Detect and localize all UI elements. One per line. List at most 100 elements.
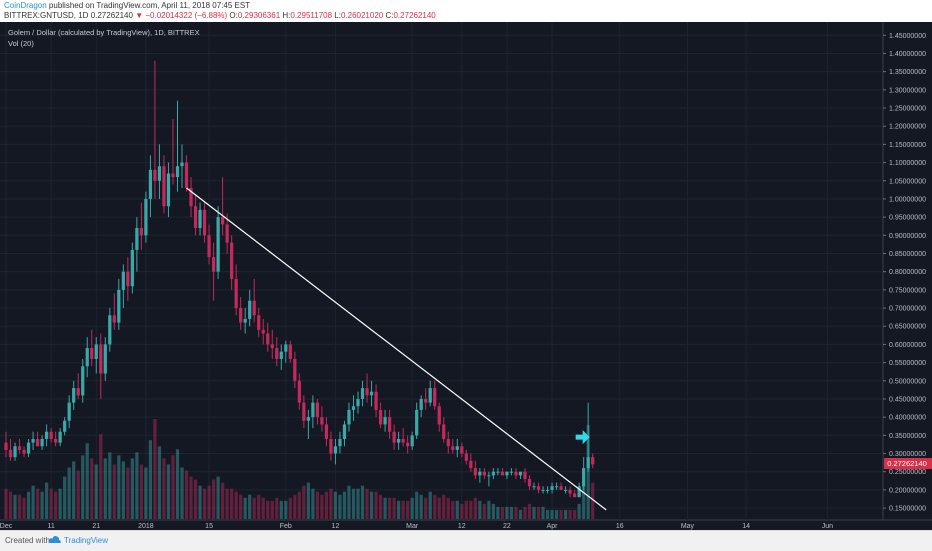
volume-bar: [365, 488, 369, 519]
volume-bar: [442, 494, 446, 519]
price-tick-label: 0.85000000: [889, 251, 926, 258]
candle-body: [527, 478, 532, 487]
volume-bar: [275, 497, 279, 519]
volume-bar: [401, 500, 405, 519]
volume-bar: [166, 464, 171, 519]
volume-bar: [49, 488, 53, 519]
price-tick-label: 1.05000000: [889, 178, 926, 185]
volume-bar: [473, 497, 477, 519]
volume-bar: [26, 491, 31, 519]
volume-bar: [243, 497, 247, 519]
candle-body: [85, 348, 89, 367]
volume-bar: [8, 491, 13, 519]
candle-body: [491, 471, 496, 476]
candle-body: [180, 162, 184, 167]
candle-body: [324, 424, 329, 439]
candle-body: [225, 224, 229, 243]
candle-body: [207, 235, 211, 258]
volume-bar: [424, 497, 428, 519]
candle-body: [568, 489, 572, 494]
volume-bar: [225, 488, 229, 519]
volume-bar: [99, 434, 103, 519]
volume-bar: [387, 497, 392, 519]
candle-body: [193, 206, 198, 229]
candle-body: [13, 446, 17, 458]
candle-body: [58, 431, 62, 443]
candle-body: [257, 315, 261, 330]
volume-bar: [76, 470, 80, 519]
candle-body: [433, 388, 437, 407]
time-axis-background: [0, 520, 883, 530]
last-price-tag: 0.27262140: [884, 457, 932, 469]
candle-body: [189, 188, 193, 207]
candle-body: [162, 166, 166, 207]
volume-bar: [180, 467, 184, 519]
candle-body: [288, 344, 292, 359]
candle-body: [378, 409, 383, 425]
trendline[interactable]: [186, 187, 607, 511]
candle-body: [81, 366, 85, 396]
price-chart[interactable]: 1.45000000 1.40000000 1.35000000 1.30000000…: [0, 22, 932, 530]
volume-bar: [347, 485, 351, 519]
volume-bar: [397, 500, 401, 519]
volume-bar: [415, 491, 419, 519]
arrow-right-icon[interactable]: [575, 430, 590, 445]
volume-bar: [360, 485, 365, 519]
candle-body: [419, 398, 423, 410]
volume-bar: [306, 482, 310, 519]
price-tick-label: 0.40000000: [889, 415, 926, 422]
volume-indicator-label[interactable]: Vol (20): [8, 39, 34, 48]
candle-body: [374, 391, 378, 410]
candle-body: [302, 402, 306, 421]
candle-body: [275, 348, 279, 359]
change-down-icon: ▼: [135, 11, 144, 20]
volume-bar: [451, 500, 455, 519]
symbol-label: BITTREX:GNTUSD, 1D: [4, 11, 89, 20]
volume-bar: [58, 488, 62, 519]
candle-body: [239, 308, 243, 323]
candle-body: [577, 486, 581, 498]
candle-body: [415, 409, 419, 436]
candle-body: [121, 271, 125, 290]
tradingview-brand-link[interactable]: TradingView: [64, 536, 109, 545]
volume-bar: [464, 500, 468, 519]
price-tick-label: 0.35000000: [889, 433, 926, 440]
candle-body: [8, 449, 13, 458]
candle-body: [54, 438, 58, 443]
time-tick-label: 15: [205, 523, 213, 530]
candle-body: [202, 209, 207, 236]
candle-body: [166, 173, 171, 207]
volume-bar: [586, 425, 590, 519]
volume-bar: [577, 503, 581, 519]
price-tick-label: 1.45000000: [889, 33, 926, 40]
author-link[interactable]: CoinDragon: [4, 1, 47, 10]
volume-bar: [230, 488, 234, 519]
price-tick-label: 0.25000000: [889, 469, 926, 476]
volume-bar: [90, 458, 94, 519]
candle-body: [397, 438, 401, 443]
volume-bar: [293, 494, 297, 519]
candle-body: [586, 457, 590, 469]
price-tick-label: 1.15000000: [889, 142, 926, 149]
price-tick-label: 0.15000000: [889, 506, 926, 513]
candle-body: [108, 315, 112, 345]
volume-bar: [148, 440, 153, 519]
volume-bar: [54, 491, 58, 519]
ohlc-line: BITTREX:GNTUSD, 1D 0.27262140 ▼ −0.02014…: [4, 11, 436, 21]
volume-bar: [383, 497, 387, 519]
candle-body: [135, 228, 139, 250]
volume-bar: [496, 506, 500, 519]
candle-body: [67, 402, 71, 421]
candle-body: [184, 162, 189, 189]
price-tick-label: 0.70000000: [889, 306, 926, 313]
high-value: 0.29511708: [290, 11, 333, 20]
volume-bar: [302, 485, 306, 519]
volume-bar: [582, 485, 586, 519]
volume-bar: [532, 506, 536, 519]
time-tick-label: 22: [503, 523, 511, 530]
candle-body: [148, 169, 153, 199]
candle-body: [469, 460, 473, 469]
candle-body: [279, 351, 283, 359]
volume-bar: [514, 506, 518, 519]
candle-body: [505, 471, 509, 476]
